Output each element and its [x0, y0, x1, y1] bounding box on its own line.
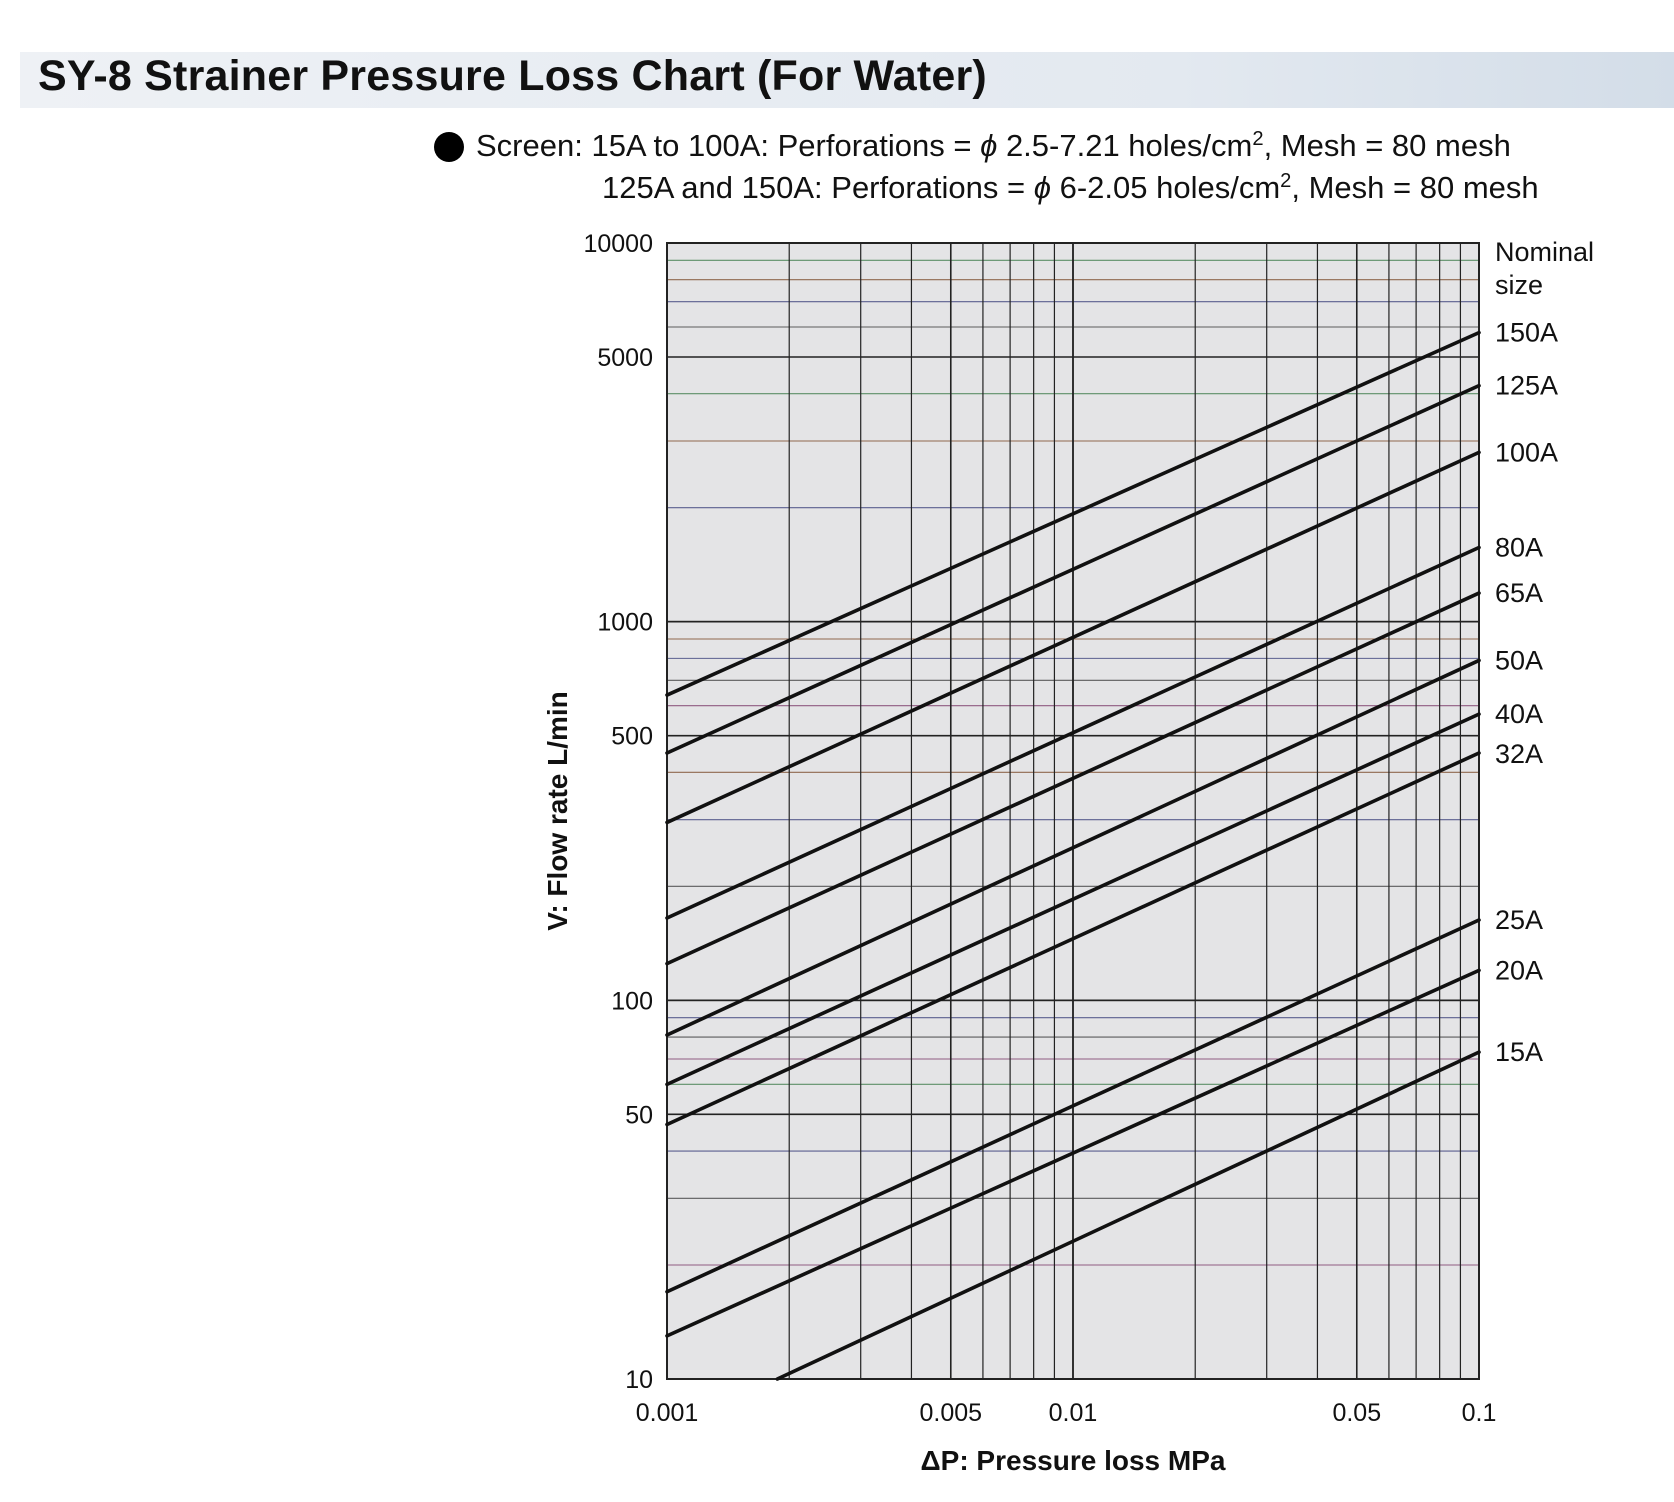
phi-symbol: ϕ — [980, 128, 998, 163]
series-line-40a — [665, 712, 1481, 1087]
legend-label-20a: 20A — [1495, 955, 1543, 985]
y-tick-label: 50 — [625, 1101, 653, 1129]
series-line-20a — [665, 968, 1481, 1338]
y-tick-label: 10 — [625, 1366, 653, 1394]
series-line-125a — [665, 383, 1481, 755]
y-tick-label: 1000 — [597, 609, 653, 637]
legend-label-50a: 50A — [1495, 645, 1543, 675]
legend-title-line-1: Nominal — [1495, 237, 1594, 267]
note-line1-prefix: Screen: 15A to 100A: Perforations = — [476, 128, 981, 163]
series-line-15a — [775, 1050, 1481, 1381]
bullet-icon — [434, 132, 464, 162]
note-line2-suffix: , Mesh = 80 mesh — [1291, 170, 1539, 205]
series-line-50a — [665, 658, 1481, 1037]
page-title: SY-8 Strainer Pressure Loss Chart (For W… — [38, 52, 987, 100]
y-tick-label: 10000 — [583, 230, 653, 258]
screen-note-line-1: Screen: 15A to 100A: Perforations = ϕ 2.… — [434, 128, 1511, 164]
x-tick-label: 0.001 — [636, 1399, 699, 1427]
screen-note-line-2: 125A and 150A: Perforations = ϕ 6-2.05 h… — [602, 170, 1539, 206]
note-line1-mid: 2.5-7.21 holes/cm — [997, 128, 1253, 163]
legend-label-150a: 150A — [1495, 318, 1558, 348]
plot-frame — [666, 242, 1480, 1380]
x-axis-title: ΔP: Pressure loss MPa — [921, 1445, 1226, 1476]
legend-title-line-2: size — [1495, 270, 1543, 300]
legend-label-25a: 25A — [1495, 905, 1543, 935]
x-tick-label: 0.005 — [920, 1399, 983, 1427]
note-line2-mid: 6-2.05 holes/cm — [1050, 170, 1281, 205]
series-line-150a — [665, 330, 1481, 697]
legend-label-80a: 80A — [1495, 532, 1543, 562]
grid-lines — [666, 242, 1480, 1380]
note-line1-suffix: , Mesh = 80 mesh — [1263, 128, 1511, 163]
y-axis-title: V: Flow rate L/min — [542, 691, 573, 931]
series-line-80a — [665, 545, 1481, 920]
note-line1-superscript: 2 — [1252, 127, 1264, 150]
y-tick-label: 500 — [611, 723, 653, 751]
y-tick-label: 5000 — [597, 344, 653, 372]
legend-label-100a: 100A — [1495, 437, 1558, 467]
series-line-25a — [665, 918, 1481, 1294]
series-line-100a — [665, 450, 1481, 825]
x-tick-label: 0.1 — [1462, 1399, 1497, 1427]
legend-label-65a: 65A — [1495, 578, 1543, 608]
legend-label-32a: 32A — [1495, 739, 1543, 769]
series-line-65a — [665, 591, 1481, 966]
legend-label-125a: 125A — [1495, 371, 1558, 401]
phi-symbol: ϕ — [1033, 170, 1051, 205]
y-tick-label: 100 — [611, 987, 653, 1015]
note-line2-superscript: 2 — [1280, 169, 1292, 192]
title-band — [20, 52, 1674, 108]
x-tick-label: 0.05 — [1332, 1399, 1381, 1427]
x-tick-label: 0.01 — [1049, 1399, 1098, 1427]
legend-label-40a: 40A — [1495, 699, 1543, 729]
legend-label-15a: 15A — [1495, 1037, 1543, 1067]
note-line2-prefix: 125A and 150A: Perforations = — [602, 170, 1034, 205]
series-line-32a — [665, 751, 1481, 1127]
